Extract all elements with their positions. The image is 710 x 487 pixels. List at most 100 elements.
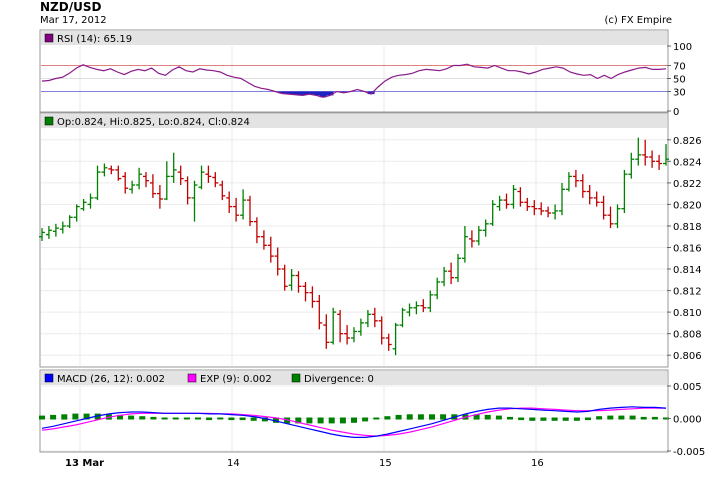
price-panel: Op:0.824, Hi:0.825, Lo:0.824, Cl:0.824 0…: [39, 112, 702, 368]
ohlc-bar: [101, 163, 108, 177]
divergence-bar: [518, 417, 525, 421]
ohlc-bar: [524, 197, 531, 211]
divergence-bar: [629, 415, 636, 420]
rsi-legend-swatch: [44, 33, 54, 43]
ohlc-bar: [177, 165, 184, 185]
rsi-panel: RSI (14): 65.19 100 70 50 30 0: [39, 29, 692, 118]
divergence-bar: [195, 417, 201, 420]
ohlc-bar: [94, 165, 101, 201]
ohlc-bar: [565, 172, 572, 192]
ohlc-bar: [295, 271, 302, 293]
price-tick-label: 0.806: [673, 351, 702, 362]
rsi-tick-label: 30: [673, 88, 686, 99]
macd-panel: MACD (26, 12): 0.002 EXP (9): 0.002 Dive…: [39, 369, 705, 458]
divergence-bar: [139, 416, 146, 420]
ohlc-bar: [288, 269, 295, 291]
ohlc-bar: [143, 172, 149, 188]
ohlc-bar: [649, 150, 656, 168]
macd-legend-swatch: [44, 373, 54, 383]
ohlc-bar: [510, 185, 517, 209]
divergence-bar: [384, 416, 391, 420]
ohlc-bar: [593, 191, 600, 207]
ohlc-bar: [607, 206, 614, 229]
divergence-bar: [607, 415, 614, 420]
divergence-bar: [473, 414, 480, 420]
divergence-bar: [373, 417, 380, 420]
ohlc-bar: [163, 161, 170, 201]
divergence-bar: [484, 414, 491, 420]
ohlc-bar: [108, 165, 115, 175]
divergence-bar: [261, 417, 268, 422]
ohlc-bar: [344, 325, 351, 345]
ohlc-bar: [59, 221, 66, 234]
divergence-bar: [429, 414, 435, 420]
ohlc-bar: [461, 226, 468, 263]
divergence-bar: [640, 416, 647, 420]
ohlc-bar: [572, 169, 579, 188]
ohlc-bar: [489, 200, 496, 226]
exp-legend-swatch: [187, 373, 197, 383]
divergence-bar: [284, 417, 291, 424]
exp-line: [41, 407, 666, 437]
divergence-bar: [217, 417, 224, 420]
divergence-bar: [540, 417, 547, 421]
ohlc-bar: [406, 303, 413, 317]
divergence-bar: [562, 417, 569, 421]
rsi-tick-label: 70: [673, 62, 686, 73]
ohlc-bar: [267, 236, 274, 263]
divergence-bar: [507, 416, 513, 420]
ohlc-bar: [205, 165, 212, 183]
price-tick-label: 0.812: [673, 287, 702, 298]
divergence-bar: [585, 417, 591, 421]
price-panel-header: [41, 114, 667, 128]
rsi-line: [41, 63, 667, 98]
ohlc-bar: [184, 176, 191, 205]
divergence-bar: [495, 415, 502, 420]
rsi-oversold-fill: [278, 91, 375, 98]
ohlc-bar: [600, 195, 607, 220]
ohlc-bar: [240, 189, 247, 220]
divergence-bar: [83, 413, 90, 420]
macd-panel-header: [41, 371, 667, 385]
divergence-legend-swatch: [291, 373, 301, 383]
divergence-bar: [239, 417, 246, 421]
divergence-bar: [417, 414, 424, 420]
ohlc-bar: [628, 152, 635, 179]
divergence-legend: Divergence: 0: [304, 374, 374, 385]
ohlc-bar: [642, 139, 649, 166]
divergence-bar: [551, 417, 558, 421]
rsi-tick-label: 50: [673, 75, 686, 86]
ohlc-bar: [191, 180, 198, 222]
ohlc-bar: [413, 301, 420, 315]
price-legend: Op:0.824, Hi:0.825, Lo:0.824, Cl:0.824: [57, 117, 250, 128]
ohlc-bar: [198, 165, 205, 190]
ohlc-bar: [136, 167, 143, 190]
divergence-bar: [250, 417, 257, 421]
divergence-bar: [618, 415, 625, 420]
price-tick-label: 0.820: [673, 200, 702, 211]
ohlc-bar: [663, 144, 669, 166]
ohlc-bar: [149, 174, 156, 198]
divergence-bar: [161, 417, 168, 420]
macd-tick-label: -0.005: [673, 447, 705, 458]
divergence-bar: [128, 415, 135, 420]
price-tick-label: 0.816: [673, 244, 702, 255]
divergence-bar: [328, 417, 335, 424]
ohlc-bar: [468, 230, 475, 248]
price-legend-swatch: [44, 116, 54, 126]
ohlc-bar: [281, 264, 288, 291]
ohlc-bar: [156, 185, 163, 209]
ohlc-bar: [621, 169, 628, 213]
ohlc-bar: [482, 219, 489, 237]
divergence-bar: [651, 416, 658, 420]
ohlc-bar: [274, 247, 281, 276]
ohlc-bar: [316, 294, 323, 330]
ohlc-bar: [323, 314, 330, 349]
ohlc-bar: [364, 310, 371, 328]
divergence-bar: [317, 417, 324, 424]
divergence-bar: [183, 417, 190, 420]
ohlc-bar: [586, 185, 593, 205]
ohlc-bar: [233, 197, 240, 222]
ohlc-bar: [559, 182, 565, 216]
price-tick-label: 0.810: [673, 308, 702, 319]
